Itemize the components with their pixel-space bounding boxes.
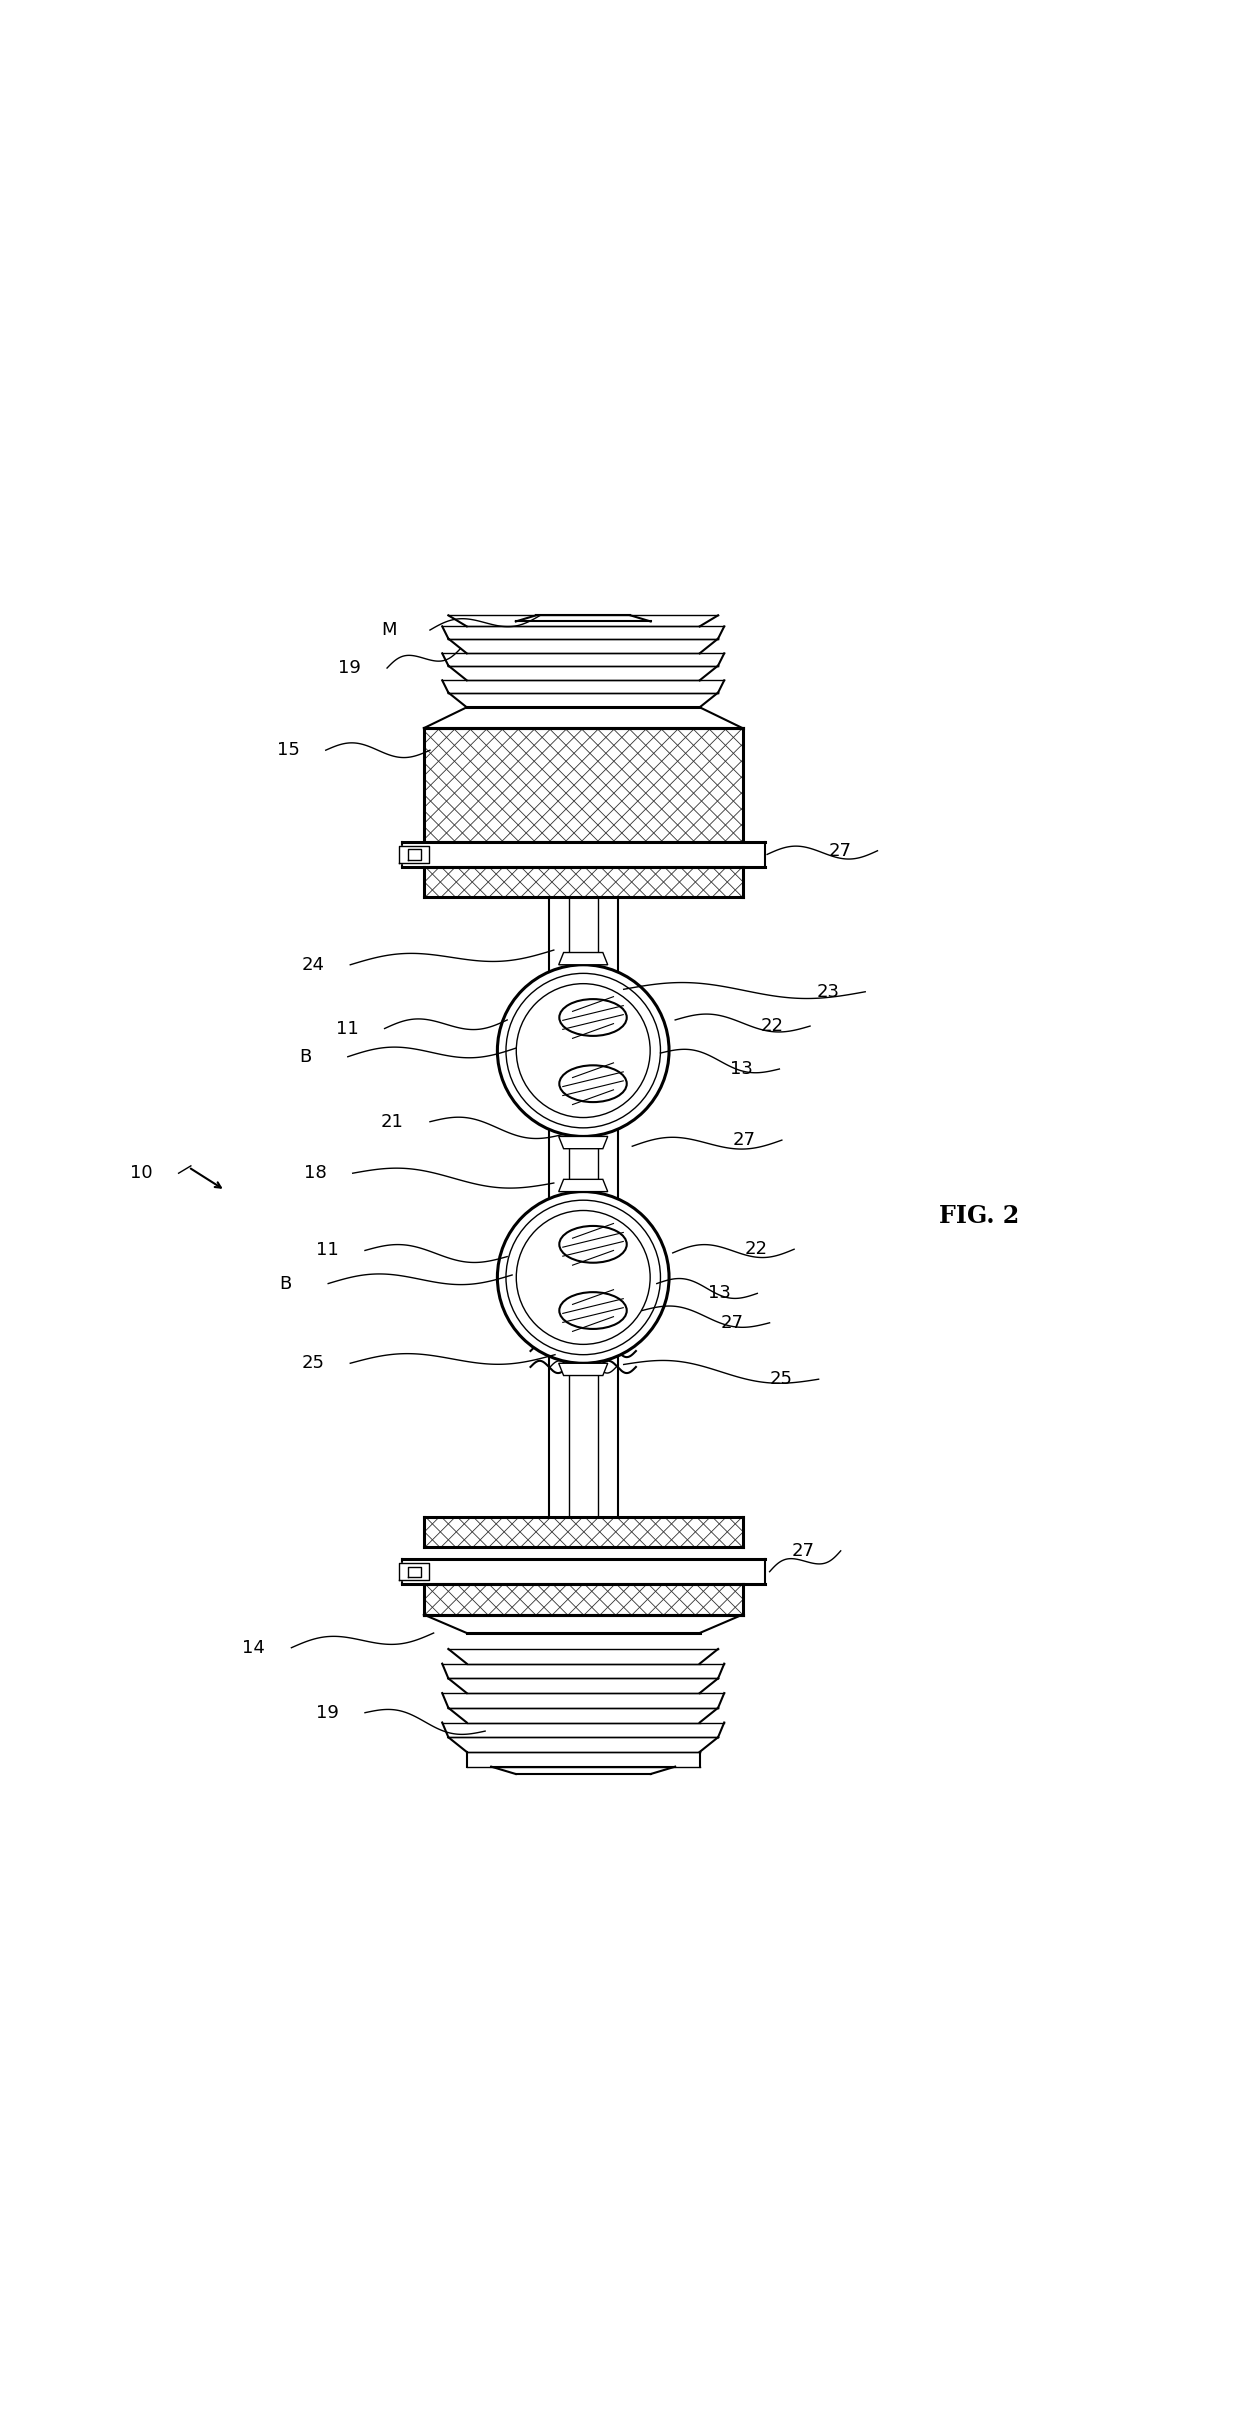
Text: 21: 21 xyxy=(381,1113,404,1130)
Polygon shape xyxy=(449,1709,718,1723)
Text: 27: 27 xyxy=(720,1314,744,1331)
Text: 24: 24 xyxy=(301,956,324,973)
Ellipse shape xyxy=(559,999,626,1036)
Polygon shape xyxy=(449,1738,718,1752)
Circle shape xyxy=(497,966,670,1137)
Text: M: M xyxy=(381,622,397,639)
Polygon shape xyxy=(466,1752,699,1767)
Text: FIG. 2: FIG. 2 xyxy=(939,1205,1019,1227)
Polygon shape xyxy=(559,1137,608,1149)
Polygon shape xyxy=(449,639,718,653)
Polygon shape xyxy=(449,692,718,707)
Polygon shape xyxy=(449,1679,718,1694)
Text: 23: 23 xyxy=(816,983,839,1002)
Text: 13: 13 xyxy=(708,1285,732,1302)
Polygon shape xyxy=(424,1517,743,1546)
Circle shape xyxy=(506,1200,661,1355)
Polygon shape xyxy=(408,849,422,859)
Text: 15: 15 xyxy=(277,741,300,760)
Circle shape xyxy=(516,1210,650,1346)
Text: 10: 10 xyxy=(129,1164,153,1183)
Polygon shape xyxy=(399,847,429,864)
Text: 14: 14 xyxy=(242,1638,265,1658)
Polygon shape xyxy=(399,1563,429,1580)
Polygon shape xyxy=(424,1614,743,1634)
Polygon shape xyxy=(424,728,743,842)
Text: 22: 22 xyxy=(745,1239,768,1258)
Text: 27: 27 xyxy=(828,842,852,859)
Ellipse shape xyxy=(559,1227,626,1263)
Polygon shape xyxy=(424,1585,743,1614)
Text: 11: 11 xyxy=(316,1241,339,1258)
Polygon shape xyxy=(443,1663,724,1679)
Polygon shape xyxy=(491,1767,675,1774)
Circle shape xyxy=(497,1191,670,1362)
Polygon shape xyxy=(449,615,718,627)
Text: 25: 25 xyxy=(770,1370,792,1389)
Text: 11: 11 xyxy=(336,1019,358,1038)
Text: B: B xyxy=(279,1275,291,1292)
Polygon shape xyxy=(424,707,743,728)
Polygon shape xyxy=(443,680,724,692)
Ellipse shape xyxy=(559,1065,626,1101)
Polygon shape xyxy=(516,615,651,622)
Polygon shape xyxy=(424,866,743,898)
Ellipse shape xyxy=(559,1292,626,1329)
Polygon shape xyxy=(559,1362,608,1375)
Text: B: B xyxy=(299,1048,311,1065)
Polygon shape xyxy=(408,1566,422,1578)
Text: 13: 13 xyxy=(730,1060,753,1077)
Text: 19: 19 xyxy=(316,1704,339,1721)
Text: 25: 25 xyxy=(301,1355,324,1372)
Polygon shape xyxy=(402,1558,765,1585)
Polygon shape xyxy=(443,1723,724,1738)
Circle shape xyxy=(516,983,650,1118)
Polygon shape xyxy=(559,1179,608,1191)
Polygon shape xyxy=(443,653,724,666)
Polygon shape xyxy=(443,627,724,639)
Text: 27: 27 xyxy=(733,1130,756,1150)
Polygon shape xyxy=(443,1694,724,1709)
Text: 27: 27 xyxy=(791,1542,815,1561)
Circle shape xyxy=(506,973,661,1128)
Polygon shape xyxy=(449,1648,718,1663)
Text: 19: 19 xyxy=(339,658,361,678)
Polygon shape xyxy=(559,953,608,966)
Polygon shape xyxy=(402,842,765,866)
Polygon shape xyxy=(449,666,718,680)
Text: 18: 18 xyxy=(304,1164,326,1183)
Text: 22: 22 xyxy=(761,1016,784,1036)
